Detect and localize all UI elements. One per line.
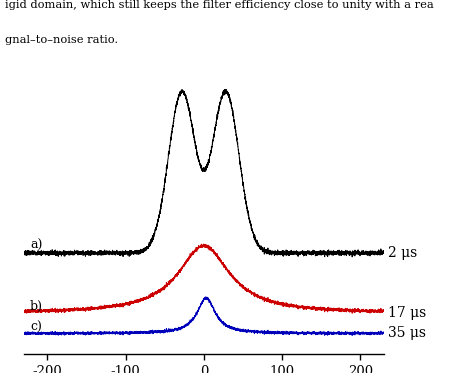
Text: c): c)	[30, 321, 42, 334]
Text: b): b)	[30, 300, 43, 313]
Text: a): a)	[30, 239, 42, 252]
Text: 17 μs: 17 μs	[388, 306, 426, 320]
Text: 35 μs: 35 μs	[388, 326, 426, 341]
Text: 2 μs: 2 μs	[388, 246, 417, 260]
Text: gnal–to–noise ratio.: gnal–to–noise ratio.	[5, 35, 118, 45]
Text: igid domain, which still keeps the filter efficiency close to unity with a rea: igid domain, which still keeps the filte…	[5, 0, 434, 10]
